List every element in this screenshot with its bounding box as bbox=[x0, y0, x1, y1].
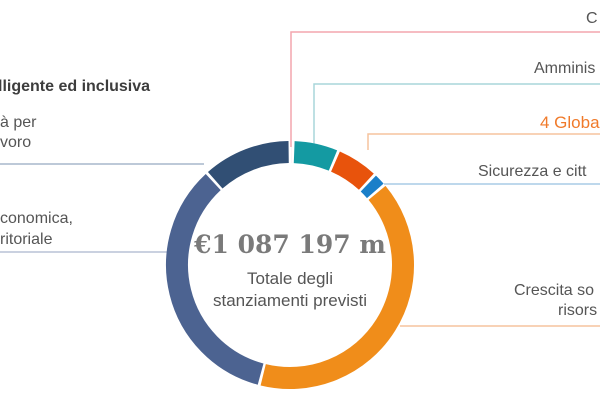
total-label: Totale degli stanziamenti previsti bbox=[180, 268, 400, 312]
slice-label-crescita-line2: risors bbox=[558, 302, 598, 319]
slice-6 bbox=[207, 141, 290, 189]
leader-line-1 bbox=[313, 83, 600, 146]
slice-label-economica-line1: conomica, bbox=[0, 210, 73, 227]
slice-5 bbox=[166, 174, 264, 385]
slice-3 bbox=[360, 175, 384, 199]
chart-heading: lligente ed inclusiva bbox=[0, 78, 151, 95]
total-label-line2: stanziamenti previsti bbox=[212, 291, 367, 310]
slice-1 bbox=[293, 141, 338, 171]
total-value: €1 087 197 m bbox=[194, 230, 386, 259]
leader-line-2 bbox=[367, 133, 600, 150]
total-label-line1: Totale degli bbox=[246, 269, 333, 288]
slice-label-lavoro-line2: voro bbox=[0, 134, 32, 151]
slice-label-amminis: Amminis bbox=[534, 60, 596, 77]
slice-label-economica-line2: ritoriale bbox=[0, 231, 53, 248]
slice-4 bbox=[260, 185, 414, 389]
slice-label-globa: 4 Globa bbox=[540, 113, 600, 132]
slice-2 bbox=[330, 151, 374, 191]
slice-label-c: C bbox=[586, 10, 598, 27]
leader-line-0 bbox=[290, 31, 600, 147]
slice-label-crescita-line1: Crescita so bbox=[514, 282, 595, 299]
slice-label-lavoro-line1: à per bbox=[0, 114, 37, 131]
slice-label-sicurezza: Sicurezza e citt bbox=[478, 163, 587, 180]
